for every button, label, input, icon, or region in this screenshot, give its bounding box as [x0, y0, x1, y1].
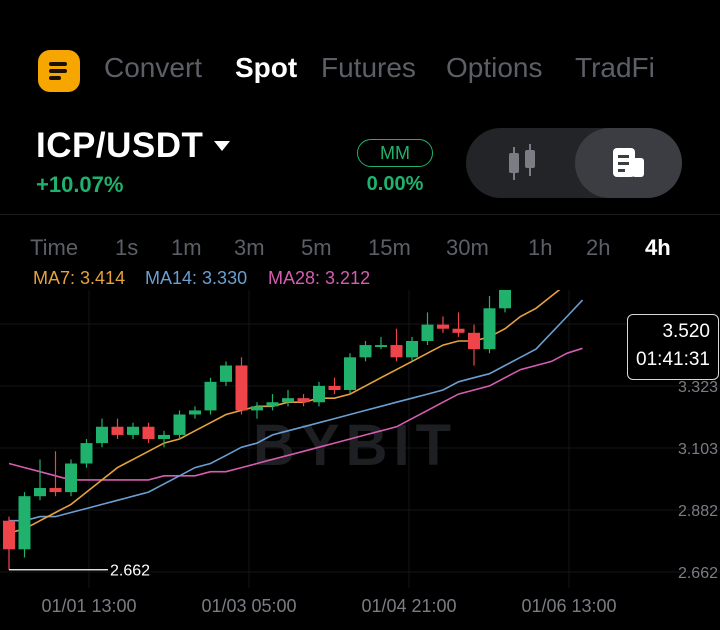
candle: [189, 410, 201, 415]
candlestick-mode-button[interactable]: [488, 128, 558, 198]
current-price: 3.520: [662, 321, 710, 342]
x-tick-label: 01/06 13:00: [521, 596, 616, 616]
candle: [452, 328, 465, 333]
mm-badge[interactable]: MM: [357, 139, 433, 167]
candle: [266, 402, 279, 407]
candle: [421, 324, 434, 341]
ma28-value: 3.212: [325, 268, 371, 288]
ma28-line: [8, 347, 583, 481]
ma7-legend: MA7: 3.414: [33, 268, 125, 289]
interval-15m[interactable]: 15m: [368, 235, 411, 260]
candle: [96, 426, 108, 444]
interval-5m[interactable]: 5m: [301, 235, 332, 260]
ma28-legend: MA28: 3.212: [268, 268, 370, 289]
ma7-value: 3.414: [80, 268, 126, 288]
ma14-label: MA14:: [145, 268, 198, 288]
mm-value: 0.00%: [366, 173, 424, 195]
candle: [235, 365, 248, 411]
candle: [158, 434, 170, 440]
candle: [282, 398, 294, 403]
candle: [390, 345, 403, 358]
interval-30m[interactable]: 30m: [446, 235, 489, 260]
ma14-value: 3.330: [202, 268, 248, 288]
candle: [49, 488, 62, 493]
tab-convert[interactable]: Convert: [104, 52, 203, 83]
low-label: 2.662: [110, 563, 150, 580]
tab-options[interactable]: Options: [446, 52, 543, 83]
candle: [142, 426, 155, 440]
y-tick-label: 2.662: [678, 565, 718, 582]
candle: [328, 385, 341, 390]
candle: [468, 332, 480, 350]
interval-4h[interactable]: 4h: [645, 235, 671, 260]
candle: [483, 308, 496, 350]
ma14-line: [9, 299, 584, 522]
interval-2h[interactable]: 2h: [586, 235, 611, 260]
tab-tradfi[interactable]: TradFi: [575, 52, 655, 83]
menu-icon[interactable]: [38, 50, 80, 92]
pair-symbol[interactable]: ICP/USDT: [36, 126, 204, 165]
y-tick-label: 3.323: [678, 379, 718, 396]
candle: [251, 406, 263, 411]
price-change: +10.07%: [36, 172, 124, 197]
x-tick-label: 01/03 05:00: [201, 596, 296, 616]
x-tick-label: 01/04 21:00: [361, 596, 456, 616]
interval-1s[interactable]: 1s: [115, 235, 139, 260]
y-tick-label: 2.882: [678, 503, 718, 520]
ma28-label: MA28:: [268, 268, 321, 288]
candle: [344, 357, 356, 390]
candle: [359, 345, 372, 358]
candle: [127, 426, 139, 435]
candle: [204, 381, 217, 411]
candle: [313, 385, 325, 403]
candle: [297, 398, 310, 403]
interval-time[interactable]: Time: [30, 235, 79, 260]
candlestick-chart[interactable]: BYBIT 3.323 3.103 2.882 2.662 01/01 13:00 01/…: [0, 290, 720, 630]
candle: [18, 496, 31, 550]
candle: [220, 365, 232, 382]
ma14-legend: MA14: 3.330: [145, 268, 247, 289]
candle: [34, 488, 46, 497]
current-price-box: 3.520 01:41:31: [627, 314, 719, 380]
candle: [80, 443, 93, 464]
ma7-label: MA7:: [33, 268, 76, 288]
candle: [65, 463, 77, 493]
candlestick-icon: [509, 144, 535, 180]
candle: [406, 340, 418, 358]
interval-1h[interactable]: 1h: [528, 235, 553, 260]
orderbook-mode-button[interactable]: [575, 128, 682, 198]
candle: [375, 345, 387, 348]
candle: [437, 324, 449, 329]
interval-3m[interactable]: 3m: [234, 235, 265, 260]
y-tick-label: 3.103: [678, 441, 718, 458]
candle: [173, 414, 186, 435]
divider: [0, 214, 720, 215]
candle-countdown: 01:41:31: [636, 349, 710, 370]
x-tick-label: 01/01 13:00: [41, 596, 136, 616]
candle: [3, 520, 15, 550]
candle: [499, 290, 511, 309]
interval-1m[interactable]: 1m: [171, 235, 202, 260]
caret-down-icon[interactable]: [214, 141, 230, 151]
tab-spot[interactable]: Spot: [235, 52, 298, 83]
document-icon: [613, 148, 644, 177]
ma7-line: [8, 290, 561, 534]
watermark: BYBIT: [253, 413, 457, 478]
tab-futures[interactable]: Futures: [321, 52, 416, 83]
candle: [111, 426, 124, 435]
